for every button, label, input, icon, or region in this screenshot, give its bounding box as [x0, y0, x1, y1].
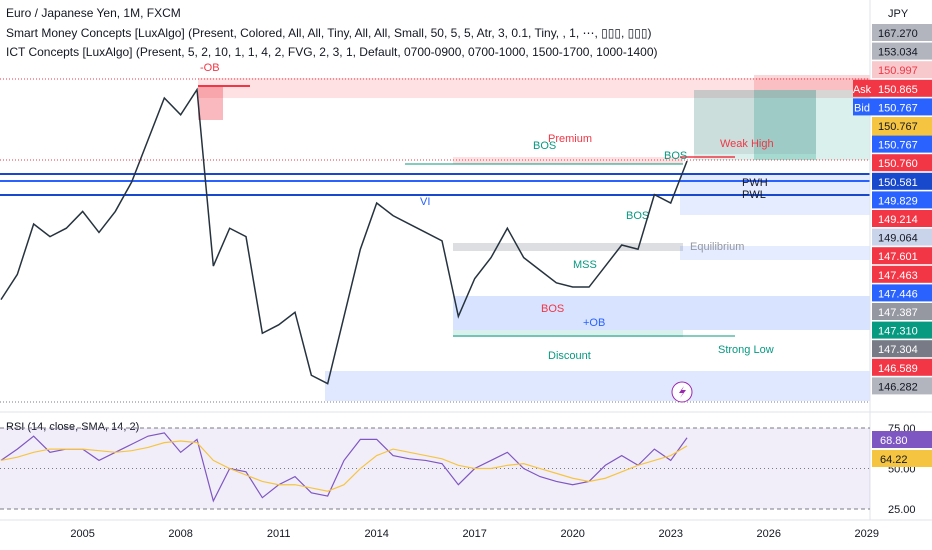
- price-label: 147.387: [878, 307, 918, 319]
- price-label: 150.767: [878, 121, 918, 133]
- price-label: 147.601: [878, 251, 918, 263]
- rsi-value-tag: [872, 450, 932, 467]
- symbol-title: Euro / Japanese Yen, 1M, FXCM: [6, 6, 181, 20]
- price-tag: [872, 340, 932, 358]
- zones: [0, 0, 932, 521]
- target-box: [754, 90, 816, 160]
- price-tag: [872, 154, 932, 172]
- gray-box: [694, 90, 816, 154]
- ob-bull-zone: [453, 296, 870, 330]
- price-tag: [872, 284, 932, 302]
- x-tick-label: 2017: [462, 528, 486, 540]
- annotation: BOS: [533, 140, 556, 152]
- price-label: 149.829: [878, 195, 918, 207]
- price-label: 150.767: [878, 140, 918, 152]
- x-tick-label: 2011: [267, 528, 291, 540]
- x-tick-label: 2026: [756, 528, 780, 540]
- price-label: 150.997: [878, 65, 918, 77]
- x-tick-label: 2020: [560, 528, 584, 540]
- rsi-value-label: 64.22: [880, 454, 908, 466]
- annotation: Equilibrium: [690, 241, 744, 253]
- price-label: 147.446: [878, 288, 918, 300]
- annotation: PWL: [742, 189, 766, 201]
- currency: JPY: [888, 8, 909, 20]
- price-label: 146.589: [878, 363, 918, 375]
- price-tag: [872, 210, 932, 227]
- annotation: MSS: [573, 259, 597, 271]
- price-tag: [872, 303, 932, 320]
- price-label: 167.270: [878, 28, 918, 40]
- rsi-band: [0, 428, 870, 510]
- long-target: [694, 90, 870, 160]
- x-tick-label: 2005: [70, 528, 94, 540]
- discount-zone: [453, 330, 683, 337]
- annotation: BOS: [626, 210, 649, 222]
- price-label: 149.214: [878, 214, 918, 226]
- price-tag: [872, 24, 932, 41]
- annotation: Discount: [548, 350, 591, 362]
- price-label: 147.304: [878, 344, 918, 356]
- price-tag: [872, 247, 932, 265]
- rsi-title: RSI (14, close, SMA, 14, 2): [6, 421, 139, 433]
- price-tag: [872, 42, 932, 60]
- annotation: +OB: [583, 317, 605, 329]
- price-tag: [872, 79, 932, 97]
- indicator-legend: Smart Money Concepts [LuxAlgo] (Present,…: [6, 26, 651, 40]
- price-tag: [872, 172, 932, 190]
- quote-label: Bid: [854, 102, 870, 114]
- price-tag: [872, 321, 932, 339]
- quote-label: Ask: [853, 84, 872, 96]
- price-label: 149.064: [878, 233, 918, 245]
- legend-backdrop: [0, 2, 620, 64]
- annotation: VI: [420, 196, 430, 208]
- annotation: Weak High: [720, 138, 774, 150]
- annotation: Premium: [548, 133, 592, 145]
- ob-zone: [198, 78, 870, 98]
- low-zone: [325, 371, 870, 401]
- price-tag: [872, 377, 932, 395]
- price-label: 147.310: [878, 326, 918, 338]
- price-label: 146.282: [878, 381, 918, 393]
- quote-tag: [853, 79, 872, 97]
- price-label: 150.581: [878, 177, 918, 189]
- price-tag: [872, 61, 932, 79]
- annotation: BOS: [664, 150, 687, 162]
- x-tick-label: 2023: [658, 528, 682, 540]
- price-tag: [872, 191, 932, 209]
- quote-tag: [853, 98, 872, 116]
- alert-bolt: [679, 386, 686, 398]
- indicator-legend: ICT Concepts [LuxAlgo] (Present, 5, 2, 1…: [6, 45, 658, 59]
- price-label: 150.767: [878, 102, 918, 114]
- price-line: [0, 87, 688, 385]
- price-tag: [872, 228, 932, 246]
- price-tag: [872, 98, 932, 116]
- rsi-tick-label: 25.00: [888, 504, 916, 516]
- price-tag: [872, 135, 932, 153]
- rsi-line: [0, 440, 688, 492]
- price-label: 147.463: [878, 270, 918, 282]
- annotation: BOS: [541, 303, 564, 315]
- price-tag: [872, 358, 932, 376]
- annotation: PWH: [742, 177, 768, 189]
- ob-box: [198, 85, 223, 120]
- price-label: 150.760: [878, 158, 918, 170]
- annotation: Strong Low: [718, 344, 774, 356]
- rsi-value-tag: [872, 431, 932, 448]
- equilibrium-zone: [453, 243, 683, 251]
- x-tick-label: 2014: [364, 528, 388, 540]
- price-tag: [872, 265, 932, 283]
- annotation: -OB: [200, 62, 220, 74]
- x-tick-label: 2008: [168, 528, 192, 540]
- price-label: 150.865: [878, 84, 918, 96]
- price-label: 153.034: [878, 47, 918, 59]
- x-tick-label: 2029: [854, 528, 878, 540]
- fvg-zone: [680, 246, 870, 260]
- rsi-value-label: 68.80: [880, 435, 908, 447]
